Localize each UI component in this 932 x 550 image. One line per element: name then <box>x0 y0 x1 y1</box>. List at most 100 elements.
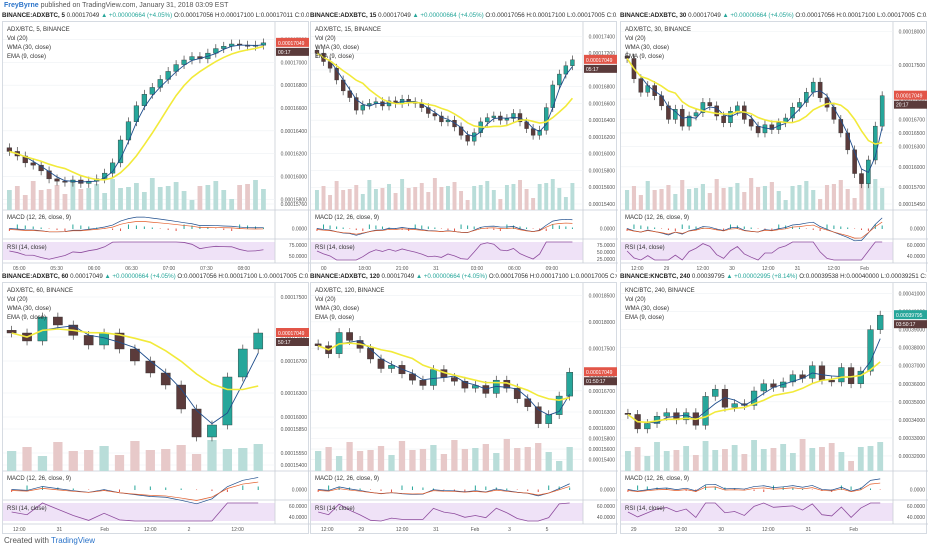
x-tick-label: Feb <box>471 527 480 533</box>
candle-body <box>388 365 395 369</box>
last-price: 0.00017049 <box>70 273 103 280</box>
chart-svg[interactable]: 0.000410000.000400000.000390000.00038000… <box>621 283 928 533</box>
x-tick-label: Feb <box>100 527 109 533</box>
chart-area[interactable]: 0.000410000.000400000.000390000.00038000… <box>620 282 928 534</box>
y-tick-label: 0.00016800 <box>589 85 616 91</box>
candle-body <box>537 130 542 136</box>
volume-bar <box>722 449 728 471</box>
volume-bar <box>430 445 437 471</box>
volume-bar <box>880 188 885 210</box>
change-value: ▲ +0.00002995 (+8.14%) <box>726 273 798 280</box>
rsi-tick: 75.0000 <box>597 243 615 249</box>
chart-svg[interactable]: 0.000172000.000170000.000168000.00016600… <box>3 22 310 272</box>
y-tick-label: 0.00017500 <box>589 346 616 352</box>
macd-line <box>316 218 573 236</box>
rsi-line <box>318 502 570 522</box>
candle-body <box>149 87 155 95</box>
symbol-label[interactable]: BINANCE:ADXBTC, 5 <box>2 12 65 19</box>
ohlc-h: H:0.00040000 <box>840 273 880 280</box>
macd-histogram-bar <box>211 489 213 491</box>
macd-histogram-bar <box>826 224 828 229</box>
volume-bar <box>341 190 346 210</box>
chart-panel[interactable]: BINANCE:ADXBTC, 120 0.00017049 ▲ +0.0000… <box>310 272 618 534</box>
y-tick-label: 0.00015600 <box>589 185 616 191</box>
macd-histogram-bar <box>342 227 344 229</box>
macd-histogram-bar <box>112 228 114 230</box>
volume-bar <box>644 456 651 471</box>
volume-bar <box>388 455 395 471</box>
candle-body <box>221 46 227 49</box>
x-tick-label: 12:00 <box>675 527 688 533</box>
macd-histogram-bar <box>72 488 74 490</box>
symbol-label[interactable]: BINANCE:ADXBTC, 30 <box>620 12 687 19</box>
chart-panel[interactable]: BINANCE:ADXBTC, 30 0.00017049 ▲ +0.00000… <box>620 11 928 273</box>
macd-histogram-bar <box>778 224 780 229</box>
chart-svg[interactable]: 0.000174000.000172000.000170000.00016800… <box>311 22 618 272</box>
x-tick-label: 08:00 <box>238 266 251 272</box>
volume-bar <box>53 442 63 471</box>
symbol-label[interactable]: BINANCE:KNCBTC, 240 <box>620 273 691 280</box>
countdown-label: 01:50:17 <box>586 379 606 385</box>
volume-bar <box>783 200 788 210</box>
volume-bar <box>557 188 562 210</box>
macd-histogram-bar <box>750 227 752 229</box>
volume-bar <box>86 188 92 210</box>
chart-area[interactable]: 0.00018000 0.00017500 0.00017000 0.00016700… <box>620 21 928 273</box>
author-link[interactable]: FreyByrne <box>4 2 39 9</box>
candle-body <box>253 332 264 350</box>
last-price: 0.00017049 <box>381 273 415 280</box>
chart-svg[interactable]: 0.000175000.000170000.000167000.00016300… <box>3 283 310 533</box>
price-tag-label: 0.00039795 <box>896 313 923 319</box>
ohlc-o: O:0.00017056 <box>173 12 214 19</box>
candle-body <box>347 90 352 98</box>
volume-bar <box>221 190 227 210</box>
chart-area[interactable]: 0.000174000.000172000.000170000.00016800… <box>310 21 618 273</box>
macd-histogram-bar <box>646 486 648 490</box>
chart-panel[interactable]: BINANCE:KNCBTC, 240 0.00039795 ▲ +0.0000… <box>620 272 928 534</box>
macd-label: MACD (12, 26, close, 9) <box>7 476 71 482</box>
chart-panel[interactable]: BINANCE:ADXBTC, 15 0.00017049 ▲ +0.00000… <box>310 11 618 273</box>
chart-panel[interactable]: BINANCE:ADXBTC, 60 0.00017049 ▲ +0.00000… <box>2 272 310 534</box>
chart-area[interactable]: 0.000172000.000170000.000168000.00016600… <box>2 21 310 273</box>
symbol-label[interactable]: BINANCE:ADXBTC, 15 <box>310 12 377 19</box>
y-tick-label: 0.00016800 <box>281 83 308 89</box>
macd-histogram-bar <box>247 225 249 229</box>
symbol-label[interactable]: BINANCE:ADXBTC, 60 <box>2 273 69 280</box>
chart-panel[interactable]: BINANCE:ADXBTC, 5 0.00017049 ▲ +0.000006… <box>2 11 310 273</box>
candle-body <box>762 124 768 134</box>
price-tag <box>276 37 309 47</box>
symbol-label[interactable]: BINANCE:ADXBTC, 120 <box>310 273 380 280</box>
legend-entry: EMA (9, close) <box>315 54 354 60</box>
price-tag <box>894 310 927 320</box>
macd-histogram-bar <box>833 225 835 229</box>
macd-histogram-bar <box>411 486 413 490</box>
rsi-band <box>3 503 275 521</box>
volume-bar <box>14 186 20 210</box>
macd-histogram-bar <box>723 228 725 231</box>
chart-svg[interactable]: 0.00018000 0.00017500 0.00017000 0.00016700… <box>621 22 928 272</box>
y-tick-label: 0.00015400 <box>589 458 616 464</box>
macd-histogram-bar <box>368 224 370 229</box>
candle-body <box>141 94 147 106</box>
chart-svg[interactable]: 0.000185000.000180000.000175000.00017000… <box>311 283 618 533</box>
volume-bar <box>30 181 36 210</box>
candle-body <box>354 97 359 111</box>
footer: Created with TradingView <box>4 536 95 545</box>
candle-body <box>799 374 806 379</box>
chart-area[interactable]: 0.000185000.000180000.000175000.00017000… <box>310 282 618 534</box>
volume-bar <box>493 453 500 471</box>
tradingview-link[interactable]: TradingView <box>51 536 96 545</box>
price-tag <box>276 328 309 337</box>
volume-bar <box>811 190 816 210</box>
chart-area[interactable]: 0.000175000.000170000.000167000.00016300… <box>2 282 310 534</box>
volume-bar <box>780 444 787 471</box>
macd-histogram-bar <box>120 228 122 231</box>
volume-bar <box>380 188 385 210</box>
ohlc-o: O:0.00039538 <box>799 273 839 280</box>
candle-body <box>461 381 469 389</box>
candle-body <box>191 408 202 438</box>
panel-title: BINANCE:ADXBTC, 60 0.00017049 ▲ +0.00000… <box>2 272 309 282</box>
macd-histogram-bar <box>149 486 151 490</box>
price-tag-label: 0.00017049 <box>278 331 305 337</box>
macd-histogram-bar <box>223 228 225 230</box>
